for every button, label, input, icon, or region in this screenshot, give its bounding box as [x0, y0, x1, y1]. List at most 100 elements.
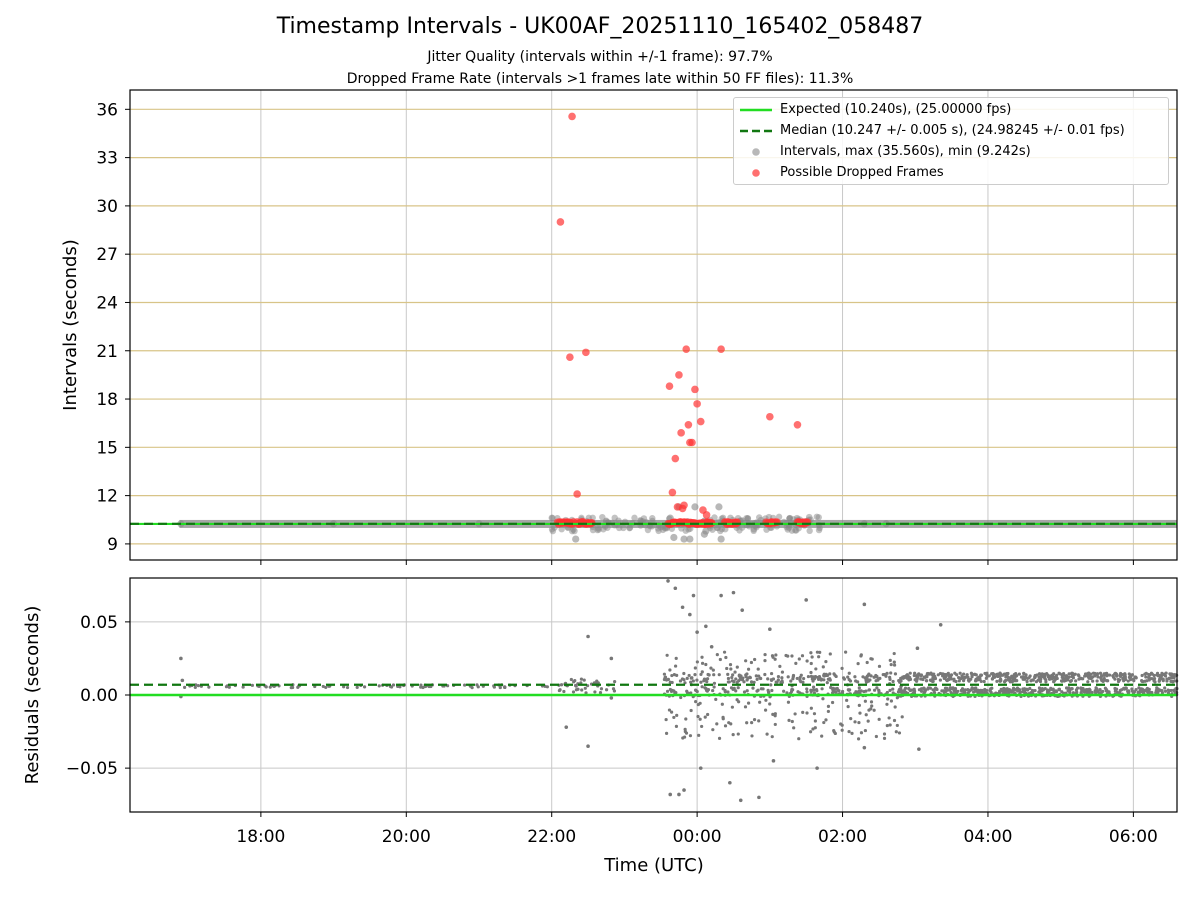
residual-point: [1071, 674, 1075, 678]
expected-line-swatch: [740, 108, 772, 112]
residual-point: [723, 724, 728, 728]
residual-point: [1005, 672, 1009, 676]
residual-point: [806, 674, 811, 679]
residual-point: [717, 736, 722, 740]
residual-outlier-point: [586, 744, 590, 748]
residual-point: [574, 688, 579, 692]
residual-point: [805, 687, 809, 691]
residual-point: [784, 653, 788, 658]
residual-point: [960, 687, 965, 691]
residual-point: [665, 689, 670, 693]
residual-point: [1040, 672, 1044, 676]
interval-point: [702, 527, 710, 535]
residual-point: [770, 688, 774, 693]
residual-point: [674, 656, 678, 660]
residual-point: [844, 650, 848, 654]
residual-point: [885, 671, 889, 675]
residual-point: [846, 705, 850, 709]
residual-point: [683, 681, 687, 685]
residual-point: [1132, 679, 1136, 683]
residual-point: [1062, 673, 1066, 677]
residual-point: [828, 652, 832, 656]
residual-point: [894, 730, 898, 734]
residual-point: [736, 686, 740, 690]
residual-point: [847, 688, 851, 692]
residual-point: [812, 712, 817, 716]
intervals-marker-swatch: [752, 148, 760, 156]
residual-point: [856, 737, 861, 741]
residual-point: [1023, 691, 1027, 695]
residual-point: [1097, 691, 1101, 695]
residual-point: [932, 690, 937, 695]
residual-point: [1139, 690, 1143, 694]
residual-point: [557, 688, 561, 693]
residual-point: [749, 680, 754, 684]
residual-point: [584, 691, 588, 695]
residual-point: [821, 697, 825, 701]
residual-point: [863, 728, 868, 733]
residual-point: [1018, 690, 1022, 694]
residual-point: [774, 653, 778, 657]
residual-point: [849, 717, 853, 721]
residual-point: [697, 733, 701, 737]
residual-point: [945, 686, 949, 690]
residual-point: [908, 671, 912, 675]
residual-outlier-point: [564, 725, 569, 729]
residual-point: [1157, 679, 1161, 683]
residual-outlier-point: [728, 780, 732, 785]
residual-point: [1002, 686, 1006, 691]
residual-outlier-point: [609, 696, 614, 700]
residual-point: [1102, 672, 1106, 676]
residual-point: [734, 689, 738, 693]
residual-point: [613, 680, 617, 684]
residual-point: [959, 677, 963, 681]
residual-point: [874, 734, 878, 739]
residual-point: [1081, 677, 1085, 681]
residual-point: [1172, 675, 1176, 680]
residual-point: [742, 690, 747, 694]
residual-point: [1053, 678, 1057, 682]
residual-point: [1006, 677, 1011, 682]
residual-point: [768, 702, 772, 706]
dropped-frame-point: [678, 504, 687, 513]
residual-point: [877, 717, 881, 721]
residual-point: [1031, 689, 1035, 693]
residual-point: [809, 688, 813, 692]
residual-point: [664, 678, 669, 682]
interval-point: [806, 527, 813, 535]
residual-point: [985, 674, 989, 679]
residual-point: [559, 683, 564, 687]
residual-point: [891, 679, 895, 684]
residual-point: [862, 689, 866, 694]
residual-point: [770, 654, 775, 658]
residual-point: [840, 728, 844, 732]
residual-point: [715, 722, 719, 726]
residual-point: [992, 673, 996, 677]
residual-point: [885, 702, 889, 706]
residual-point: [822, 720, 826, 725]
residual-point: [810, 655, 814, 659]
residual-point: [324, 685, 328, 690]
residual-point: [1134, 675, 1138, 679]
residual-point: [938, 678, 942, 682]
residual-outlier-point: [815, 766, 819, 770]
residual-point: [1064, 686, 1069, 690]
residual-point: [815, 689, 819, 693]
legend-label-intervals: Intervals, max (35.560s), min (9.242s): [780, 144, 1031, 159]
residual-point: [689, 708, 693, 713]
residual-point: [834, 690, 838, 694]
interval-point: [709, 526, 716, 533]
residual-point: [704, 662, 708, 667]
residual-point: [857, 703, 861, 707]
interval-point: [595, 526, 603, 533]
residual-point: [873, 688, 877, 692]
residual-point: [799, 673, 803, 677]
residual-outlier-point: [757, 795, 761, 800]
residual-point: [882, 732, 887, 736]
residual-point: [924, 679, 929, 683]
residual-point: [973, 672, 977, 676]
top-y-tick-label: 33: [96, 149, 118, 169]
residual-point: [720, 702, 724, 706]
residual-point: [1025, 688, 1030, 692]
residual-point: [1023, 675, 1028, 679]
